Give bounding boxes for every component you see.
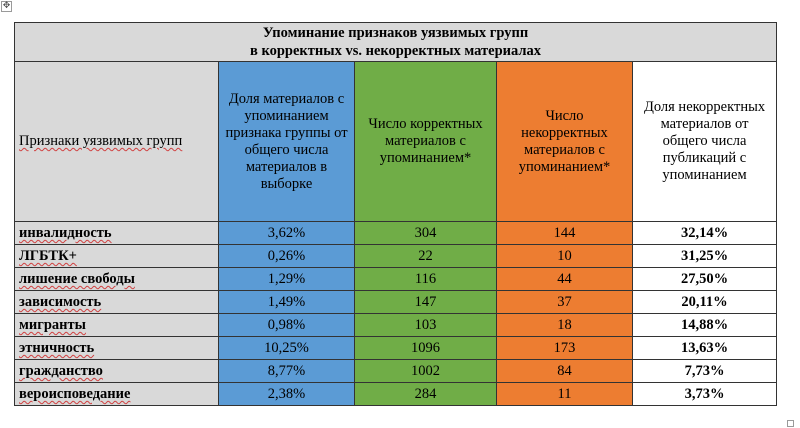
row-correct-count: 116: [354, 267, 497, 291]
row-group-label: ЛГБТК+: [14, 244, 219, 268]
title-line-1: Упоминание признаков уязвимых групп: [262, 25, 529, 41]
row-share-value: 10,25%: [218, 336, 355, 360]
header-incorrect: Число некорректных материалов с упоминан…: [496, 61, 633, 222]
row-incorrect-share: 3,73%: [631, 382, 778, 406]
row-share-value: 8,77%: [218, 359, 355, 383]
header-groups: Признаки уязвимых групп: [14, 61, 219, 222]
row-incorrect-share: 32,14%: [631, 221, 778, 245]
row-incorrect-share: 27,50%: [631, 267, 778, 291]
row-correct-count: 1096: [354, 336, 497, 360]
row-share-value: 2,38%: [218, 382, 355, 406]
row-incorrect-share: 20,11%: [631, 290, 778, 314]
row-group-label: вероисповедание: [14, 382, 219, 406]
header-correct: Число корректных материалов с упоминание…: [354, 61, 497, 222]
table-move-handle-icon[interactable]: ✥: [1, 1, 12, 12]
header-row: Признаки уязвимых групп Доля материалов …: [14, 61, 778, 222]
header-share: Доля материалов с упоминанием признака г…: [218, 61, 355, 222]
row-group-label: этничность: [14, 336, 219, 360]
table-row: мигранты 0,98% 103 18 14,88%: [14, 313, 778, 337]
row-share-value: 3,62%: [218, 221, 355, 245]
row-group-label: лишение свободы: [14, 267, 219, 291]
table-row: вероисповедание 2,38% 284 11 3,73%: [14, 382, 778, 406]
table-row: этничность 10,25% 1096 173 13,63%: [14, 336, 778, 360]
row-correct-count: 103: [354, 313, 497, 337]
row-group-label: зависимость: [14, 290, 219, 314]
row-correct-count: 284: [354, 382, 497, 406]
title-line-2: в корректных vs. некорректных материалах: [250, 43, 542, 59]
table-row: зависимость 1,49% 147 37 20,11%: [14, 290, 778, 314]
row-incorrect-count: 10: [496, 244, 633, 268]
table-row: инвалидность 3,62% 304 144 32,14%: [14, 221, 778, 245]
table-title: Упоминание признаков уязвимых групп в ко…: [13, 22, 778, 62]
row-incorrect-share: 7,73%: [631, 359, 778, 383]
row-incorrect-count: 11: [496, 382, 633, 406]
row-group-label: гражданство: [14, 359, 219, 383]
table-row: гражданство 8,77% 1002 84 7,73%: [14, 359, 778, 383]
row-correct-count: 147: [354, 290, 497, 314]
data-table: Упоминание признаков уязвимых групп в ко…: [13, 22, 778, 406]
row-share-value: 1,49%: [218, 290, 355, 314]
row-group-label: инвалидность: [14, 221, 219, 245]
row-correct-count: 22: [354, 244, 497, 268]
row-incorrect-count: 44: [496, 267, 633, 291]
table-resize-handle-icon[interactable]: [787, 420, 794, 427]
row-incorrect-share: 13,63%: [631, 336, 778, 360]
row-share-value: 0,26%: [218, 244, 355, 268]
row-correct-count: 1002: [354, 359, 497, 383]
header-incorrect-share: Доля некорректных материалов от общего ч…: [631, 61, 778, 222]
table-row: лишение свободы 1,29% 116 44 27,50%: [14, 267, 778, 291]
row-incorrect-count: 18: [496, 313, 633, 337]
table-row: ЛГБТК+ 0,26% 22 10 31,25%: [14, 244, 778, 268]
row-share-value: 1,29%: [218, 267, 355, 291]
row-incorrect-share: 14,88%: [631, 313, 778, 337]
row-incorrect-count: 144: [496, 221, 633, 245]
row-group-label: мигранты: [14, 313, 219, 337]
row-incorrect-share: 31,25%: [631, 244, 778, 268]
title-row: Упоминание признаков уязвимых групп в ко…: [13, 22, 778, 62]
row-share-value: 0,98%: [218, 313, 355, 337]
row-correct-count: 304: [354, 221, 497, 245]
row-incorrect-count: 37: [496, 290, 633, 314]
row-incorrect-count: 84: [496, 359, 633, 383]
row-incorrect-count: 173: [496, 336, 633, 360]
header-label: Признаки уязвимых групп: [19, 133, 183, 149]
